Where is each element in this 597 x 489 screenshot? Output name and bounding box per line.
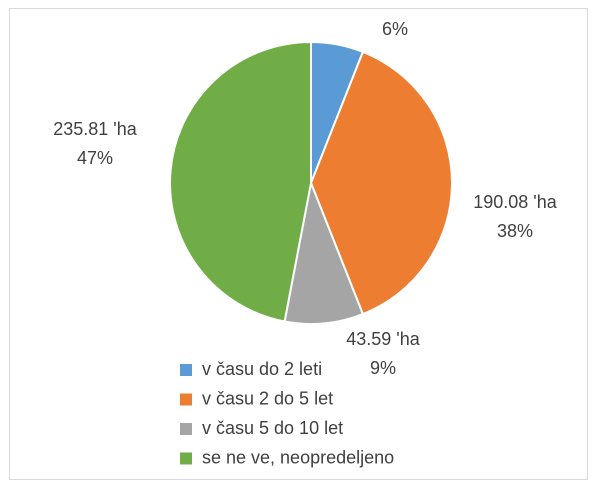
- legend-label: v času 5 do 10 let: [202, 418, 343, 438]
- pie-slice: [283, 179, 365, 325]
- value-label: 47%: [77, 148, 113, 168]
- legend-swatch: [180, 423, 192, 435]
- legend-swatch: [180, 364, 192, 376]
- legend-label: v času do 2 leti: [202, 359, 322, 379]
- pie-slice: [309, 50, 453, 316]
- amount-label: 235.81 'ha: [53, 119, 138, 139]
- value-label: 9%: [370, 358, 396, 378]
- legend-label: se ne ve, neopredeljeno: [202, 447, 394, 467]
- amount-label: 43.59 'ha: [346, 329, 420, 349]
- legend-label: v času 2 do 5 let: [202, 388, 333, 408]
- legend-swatch: [180, 393, 192, 406]
- legend-swatch: [180, 452, 192, 465]
- pie-slice: [169, 40, 312, 323]
- amount-label: 190.08 'ha: [473, 192, 558, 212]
- value-label: 38%: [497, 221, 533, 241]
- value-label: 6%: [382, 19, 408, 39]
